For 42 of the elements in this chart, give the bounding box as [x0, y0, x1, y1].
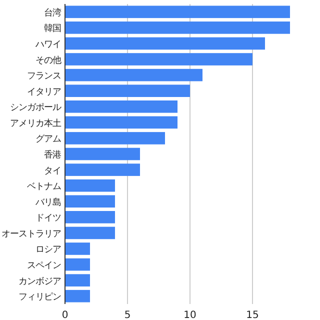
- y-tick-label: バリ島: [34, 196, 62, 208]
- bar: [65, 132, 165, 144]
- y-tick-label: タイ: [44, 166, 61, 176]
- y-tick-label: シンガポール: [10, 103, 62, 114]
- y-tick-label: ロシア: [36, 245, 62, 256]
- y-tick-label: イタリア: [27, 87, 62, 98]
- x-tick-label: 15: [246, 310, 259, 320]
- bar: [65, 242, 90, 255]
- y-tick-label: スペイン: [27, 261, 62, 272]
- bar: [65, 148, 140, 160]
- y-tick-label: フィリピン: [18, 292, 62, 303]
- bar: [65, 164, 140, 176]
- bar: [65, 211, 115, 224]
- bar: [65, 179, 115, 192]
- bar: [65, 6, 290, 18]
- y-tick-label: グアム: [36, 134, 62, 145]
- bar: [65, 195, 115, 208]
- bar: [65, 22, 290, 34]
- x-tick-label: 10: [184, 310, 196, 320]
- y-tick-label: 台湾: [44, 7, 62, 18]
- bar: [65, 37, 265, 50]
- y-tick-label: ドイツ: [36, 214, 62, 224]
- bar: [65, 116, 178, 129]
- y-tick-label: ベトナム: [27, 182, 62, 192]
- y-tick-label: カンボジア: [18, 276, 62, 287]
- y-tick-label: オーストラリア: [2, 229, 62, 240]
- y-tick-label: 香港: [44, 150, 62, 160]
- bar: [65, 53, 252, 66]
- y-tick-label: その他: [36, 54, 62, 66]
- x-tick-label: 5: [124, 310, 131, 320]
- bar: [65, 226, 115, 240]
- bar: [65, 84, 190, 97]
- y-tick-label: アメリカ本土: [10, 118, 62, 129]
- y-tick-label: フランス: [27, 72, 61, 82]
- bar: [65, 100, 178, 113]
- x-tick-label: 0: [62, 310, 68, 320]
- bar: [65, 258, 90, 271]
- y-tick-label: 韓国: [44, 23, 62, 34]
- bar: [65, 274, 90, 286]
- bar: [65, 68, 202, 82]
- y-tick-label: ハワイ: [34, 40, 61, 50]
- bar: [65, 290, 90, 302]
